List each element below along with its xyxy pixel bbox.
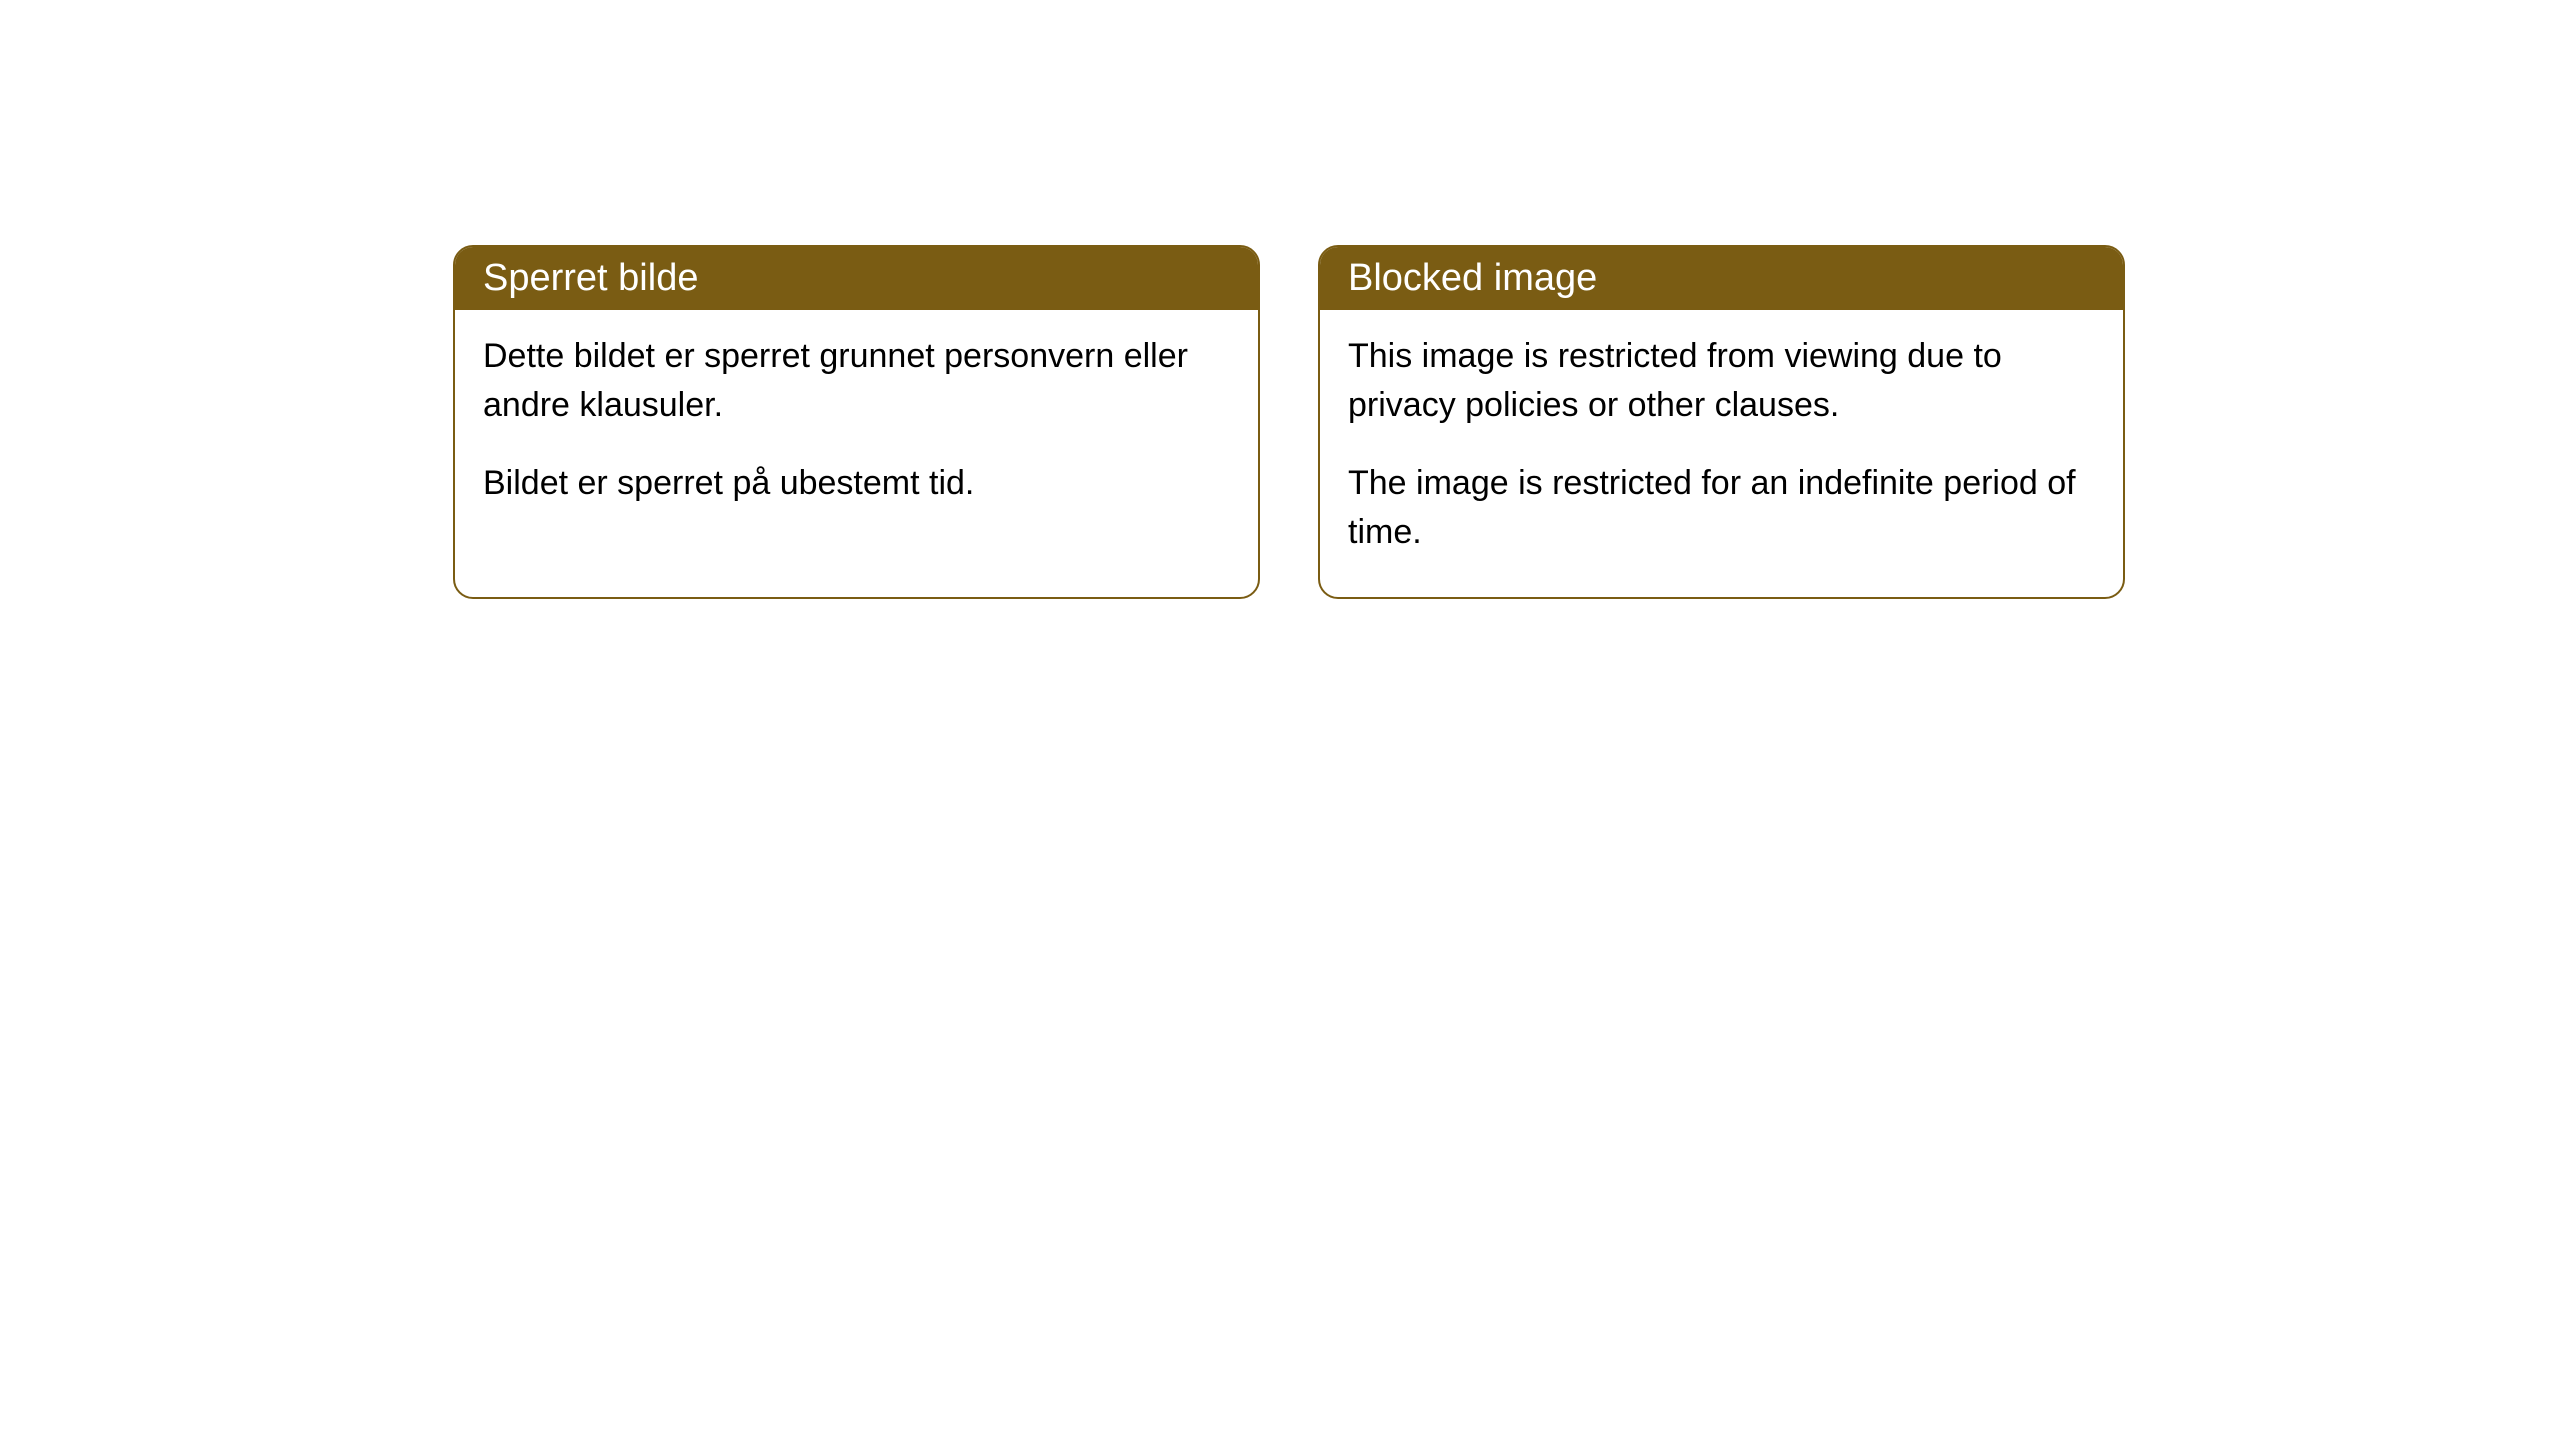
notice-card-english: Blocked image This image is restricted f…	[1318, 245, 2125, 599]
card-title-norwegian: Sperret bilde	[483, 257, 698, 299]
card-header-english: Blocked image	[1320, 247, 2123, 310]
card-body-norwegian: Dette bildet er sperret grunnet personve…	[455, 310, 1258, 548]
card-title-english: Blocked image	[1348, 257, 1597, 299]
card-paragraph-2-english: The image is restricted for an indefinit…	[1348, 459, 2095, 558]
card-header-norwegian: Sperret bilde	[455, 247, 1258, 310]
card-body-english: This image is restricted from viewing du…	[1320, 310, 2123, 597]
card-paragraph-2-norwegian: Bildet er sperret på ubestemt tid.	[483, 459, 1230, 508]
notice-cards-container: Sperret bilde Dette bildet er sperret gr…	[453, 245, 2125, 599]
card-paragraph-1-english: This image is restricted from viewing du…	[1348, 332, 2095, 431]
notice-card-norwegian: Sperret bilde Dette bildet er sperret gr…	[453, 245, 1260, 599]
card-paragraph-1-norwegian: Dette bildet er sperret grunnet personve…	[483, 332, 1230, 431]
